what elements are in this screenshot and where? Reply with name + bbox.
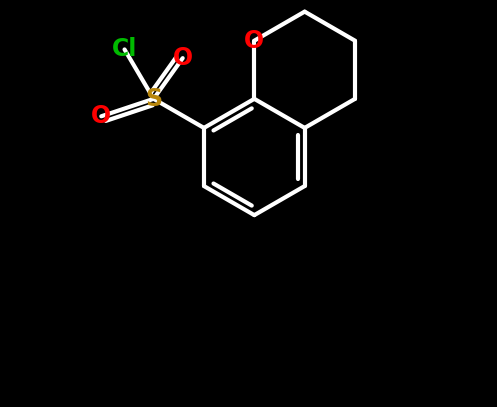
Text: O: O — [91, 104, 111, 128]
Text: S: S — [145, 87, 162, 111]
Text: Cl: Cl — [112, 37, 137, 61]
Text: O: O — [172, 46, 193, 70]
Text: O: O — [244, 29, 264, 53]
